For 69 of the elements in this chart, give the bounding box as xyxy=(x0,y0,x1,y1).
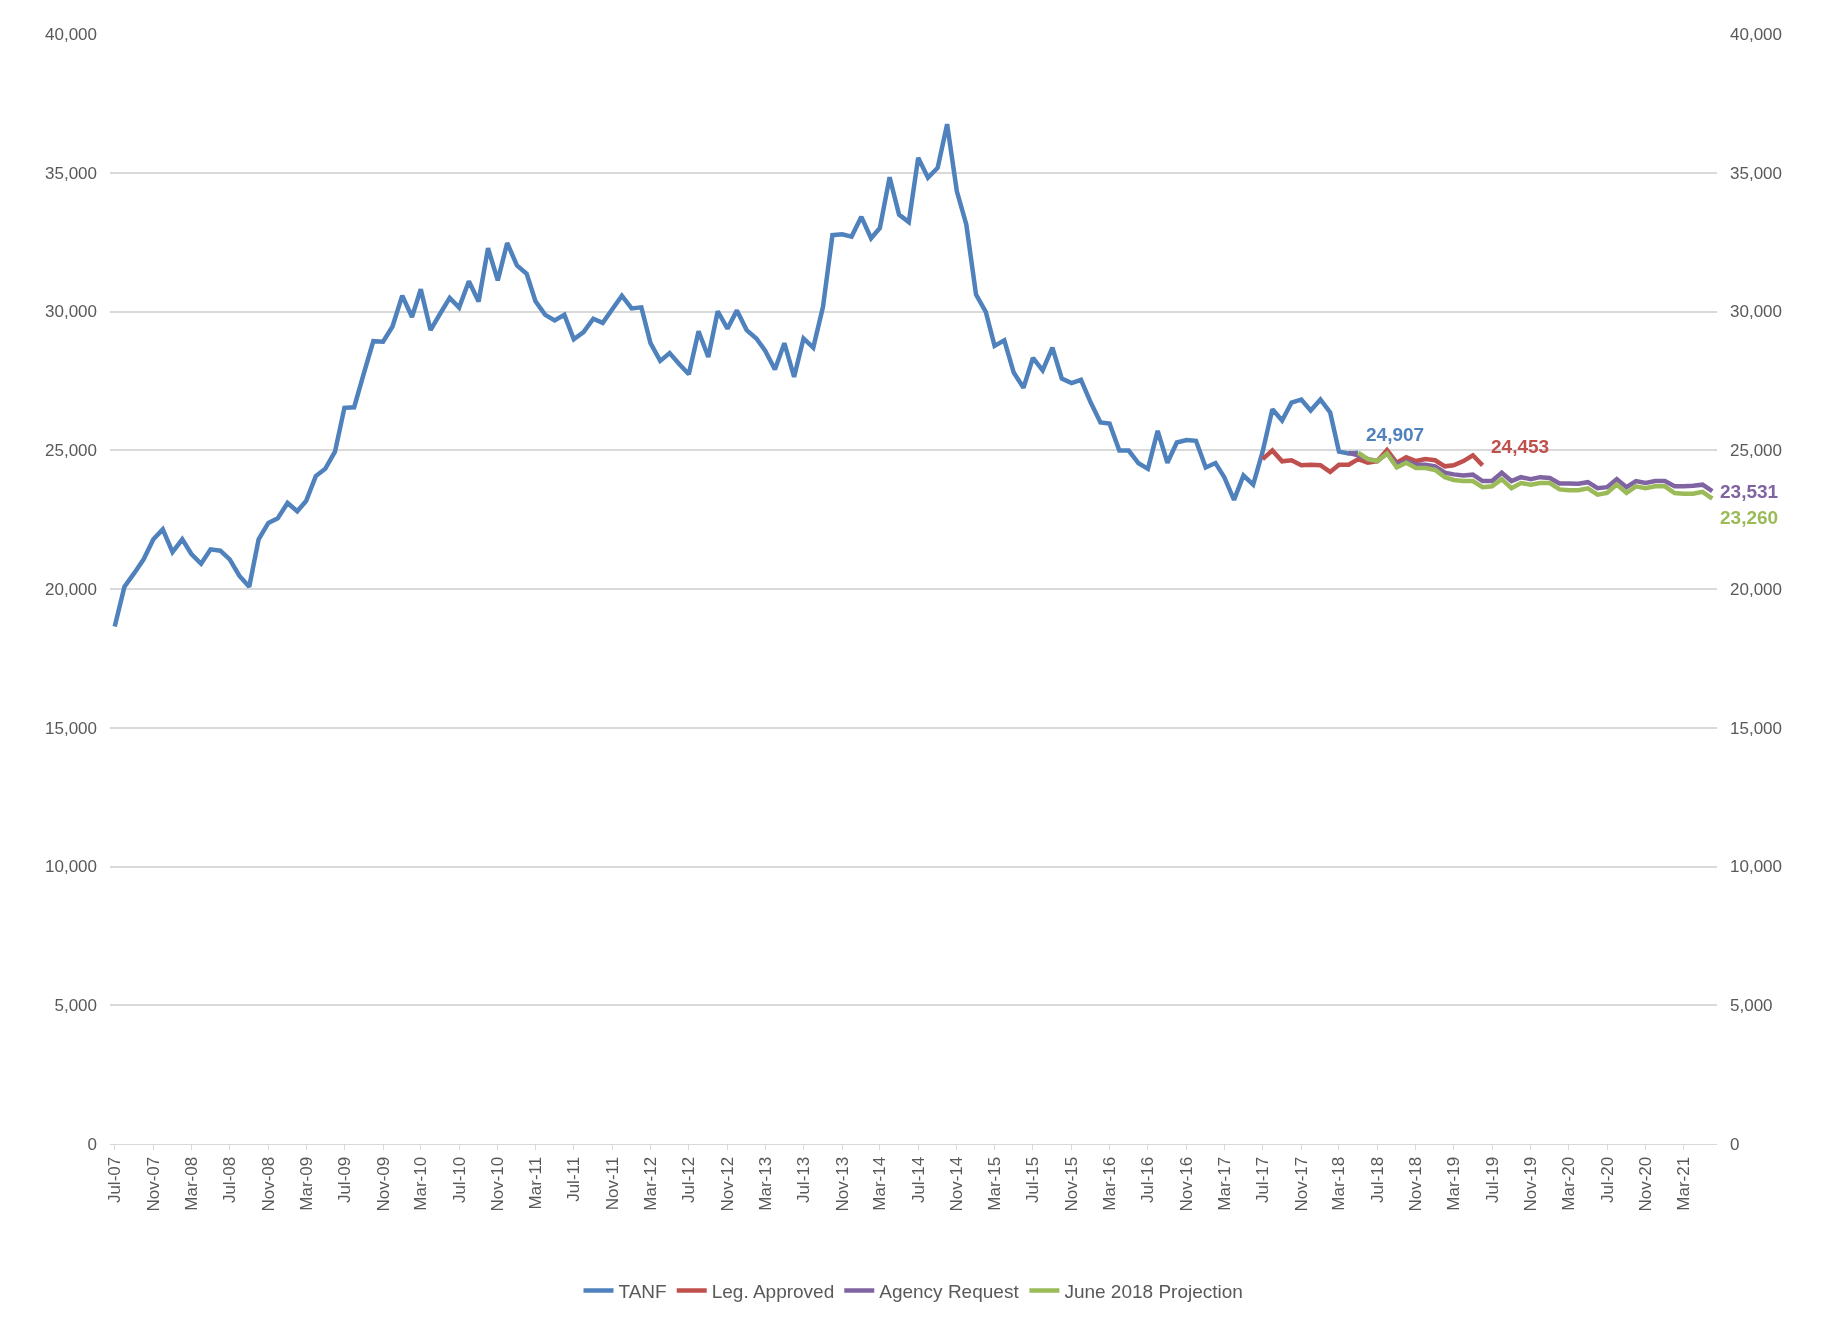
x-tick-label: Jul-07 xyxy=(105,1156,125,1204)
x-tick-label: Jul-12 xyxy=(679,1156,699,1204)
x-tick-label: Jul-17 xyxy=(1253,1156,1273,1204)
x-tick-label: Jul-20 xyxy=(1597,1156,1617,1204)
x-tick-label: Mar-15 xyxy=(985,1156,1005,1211)
x-tick-label: Mar-09 xyxy=(296,1156,316,1211)
y2-tick-label: 20,000 xyxy=(1730,579,1782,599)
x-tick-label: Jul-19 xyxy=(1482,1156,1502,1204)
legend-label: Agency Request xyxy=(879,1280,1020,1302)
x-tick-label: Nov-16 xyxy=(1177,1156,1197,1212)
x-tick-label: Mar-18 xyxy=(1329,1156,1349,1211)
legend-label: Leg. Approved xyxy=(711,1280,835,1302)
y-tick-label: 10,000 xyxy=(45,857,97,877)
y2-tick-label: 35,000 xyxy=(1730,163,1782,183)
x-tick-label: Jul-09 xyxy=(334,1156,354,1204)
x-tick-label: Mar-13 xyxy=(755,1156,775,1211)
y-tick-label: 15,000 xyxy=(45,718,97,738)
y-tick-label: 30,000 xyxy=(45,302,97,322)
x-tick-label: Nov-18 xyxy=(1406,1156,1426,1212)
legend-label: TANF xyxy=(618,1280,667,1302)
x-tick-label: Jul-13 xyxy=(794,1156,814,1204)
x-tick-label: Jul-11 xyxy=(564,1156,584,1202)
annotation: 23,531 xyxy=(1720,481,1779,502)
x-tick-label: Nov-15 xyxy=(1062,1156,1082,1212)
x-tick-label: Jul-10 xyxy=(449,1156,469,1204)
x-tick-label: Jul-08 xyxy=(220,1156,240,1204)
annotation: 24,907 xyxy=(1366,424,1425,445)
x-tick-label: Nov-17 xyxy=(1291,1156,1311,1212)
x-tick-label: Mar-12 xyxy=(641,1156,661,1211)
x-tick-label: Mar-14 xyxy=(870,1156,890,1211)
x-tick-label: Mar-16 xyxy=(1100,1156,1120,1211)
y2-tick-label: 10,000 xyxy=(1730,857,1782,877)
x-tick-label: Mar-21 xyxy=(1673,1156,1693,1211)
y2-tick-label: 30,000 xyxy=(1730,302,1782,322)
x-tick-label: Mar-11 xyxy=(525,1156,545,1210)
annotation: 24,453 xyxy=(1491,436,1550,457)
y-tick-label: 20,000 xyxy=(45,579,97,599)
x-tick-label: Nov-08 xyxy=(258,1156,278,1212)
y2-tick-label: 25,000 xyxy=(1730,441,1782,461)
x-tick-label: Jul-16 xyxy=(1138,1156,1158,1204)
x-tick-label: Nov-07 xyxy=(143,1156,163,1212)
legend-label: June 2018 Projection xyxy=(1064,1280,1243,1302)
y2-tick-label: 0 xyxy=(1730,1134,1740,1154)
y2-tick-label: 5,000 xyxy=(1730,996,1773,1016)
y-tick-label: 35,000 xyxy=(45,163,97,183)
x-tick-label: Jul-18 xyxy=(1367,1156,1387,1204)
x-tick-label: Jul-15 xyxy=(1023,1156,1043,1204)
x-tick-label: Nov-09 xyxy=(373,1156,393,1212)
x-tick-label: Nov-19 xyxy=(1521,1156,1541,1212)
x-tick-label: Nov-13 xyxy=(832,1156,852,1212)
line-series xyxy=(112,121,1361,629)
x-tick-label: Nov-11 xyxy=(602,1156,622,1211)
x-tick-label: Nov-14 xyxy=(947,1156,967,1212)
x-tick-label: Jul-14 xyxy=(908,1156,928,1204)
y-tick-label: 0 xyxy=(87,1134,97,1154)
x-tick-label: Mar-19 xyxy=(1444,1156,1464,1211)
x-tick-label: Mar-20 xyxy=(1559,1156,1579,1211)
y2-tick-label: 40,000 xyxy=(1730,24,1782,44)
annotation: 23,260 xyxy=(1720,507,1779,528)
x-tick-label: Nov-20 xyxy=(1636,1156,1656,1212)
y-tick-label: 25,000 xyxy=(45,441,97,461)
y2-tick-label: 15,000 xyxy=(1730,718,1782,738)
x-tick-label: Mar-17 xyxy=(1214,1156,1234,1211)
x-tick-label: Nov-12 xyxy=(717,1156,737,1212)
x-tick-label: Mar-08 xyxy=(181,1156,201,1211)
y-tick-label: 40,000 xyxy=(45,24,97,44)
x-tick-label: Mar-10 xyxy=(411,1156,431,1211)
x-tick-label: Nov-10 xyxy=(488,1156,508,1212)
y-tick-label: 5,000 xyxy=(54,996,97,1016)
